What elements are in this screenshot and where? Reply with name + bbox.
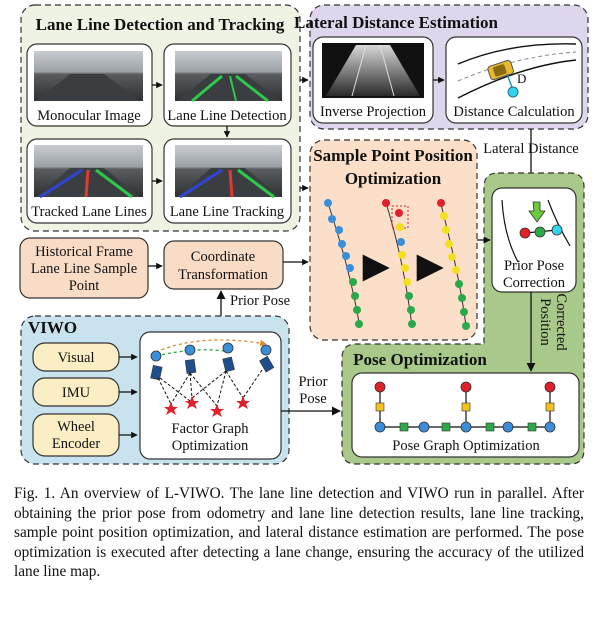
visual-node: Visual: [32, 342, 120, 372]
factor-graph-line2: Optimization: [172, 438, 249, 454]
wheel-encoder-node: Wheel Encoder: [32, 413, 120, 457]
tracked-lane-lines-label: Tracked Lane Lines: [31, 204, 147, 220]
sample-points-before: [324, 199, 363, 329]
historical-frame-line3: Point: [69, 278, 100, 294]
lateral-group-title: Lateral Distance Estimation: [294, 13, 499, 32]
lane-line-group-title: Lane Line Detection and Tracking: [36, 15, 285, 34]
factor-graph-line1: Factor Graph: [172, 421, 250, 437]
imu-label: IMU: [62, 385, 91, 401]
prior-pose-correction-node: Prior Pose Correction: [491, 187, 577, 293]
distance-marker-label: D: [517, 71, 526, 86]
camera-icon: [222, 342, 235, 373]
distance-calculation-label: Distance Calculation: [453, 104, 575, 120]
visual-label: Visual: [58, 350, 95, 366]
prior-pose-right-line2: Pose: [299, 391, 326, 407]
historical-frame-node: Historical Frame Lane Line Sample Point: [19, 237, 149, 299]
correction-arrow-icon: [528, 201, 546, 223]
pose-graph-label: Pose Graph Optimization: [392, 438, 540, 454]
corrected-position-label-line2: Position: [537, 298, 553, 346]
lane-line-detection-label: Lane Line Detection: [167, 108, 287, 124]
factor-graph-node: Factor Graph Optimization: [139, 331, 282, 460]
lane-line-tracking-label: Lane Line Tracking: [170, 204, 284, 220]
sample-group-title-line1: Sample Point Position: [313, 146, 473, 165]
wheel-encoder-line1: Wheel: [57, 419, 95, 435]
prior-pose-right-line1: Prior: [299, 374, 328, 390]
historical-frame-line2: Lane Line Sample: [31, 261, 137, 277]
wheel-encoder-line2: Encoder: [52, 436, 100, 452]
monocular-image-node: Monocular Image: [26, 43, 153, 127]
camera-icon: [150, 350, 163, 381]
sample-points-after: [437, 199, 470, 330]
lane-line-detection-node: Lane Line Detection: [163, 43, 292, 127]
prior-pose-up-label: Prior Pose: [230, 293, 290, 309]
sample-group-box: [309, 139, 478, 341]
camera-icon: [259, 344, 275, 373]
coordinate-transformation-line2: Transformation: [178, 267, 268, 283]
pose-group-title: Pose Optimization: [353, 350, 487, 369]
prior-pose-correction-line2: Correction: [503, 275, 566, 291]
camera-icon: [184, 344, 197, 374]
historical-frame-line1: Historical Frame: [35, 244, 133, 260]
inverse-projection-label: Inverse Projection: [320, 104, 427, 120]
distance-point: [507, 86, 519, 98]
lane-line-tracking-node: Lane Line Tracking: [163, 138, 292, 224]
viwo-group-title: VIWO: [28, 318, 77, 337]
observation-rays: [157, 369, 263, 407]
pose-graph-node: Pose Graph Optimization: [351, 372, 580, 458]
tracked-lane-lines-node: Tracked Lane Lines: [26, 138, 153, 224]
distance-calculation-node: D Distance Calculation: [445, 36, 583, 124]
corrected-position-label-line1: Corrected: [553, 293, 569, 351]
imu-node: IMU: [32, 377, 120, 407]
inverse-projection-node: Inverse Projection: [312, 36, 434, 124]
monocular-image-label: Monocular Image: [37, 108, 140, 124]
figure-caption: Fig. 1. An overview of L-VIWO. The lane …: [14, 485, 584, 581]
sample-point-group: Sample Point Position Optimization: [309, 139, 478, 341]
sample-group-title-line2: Optimization: [345, 169, 442, 188]
landmark-star-icons: [164, 396, 250, 417]
prior-pose-correction-line1: Prior Pose: [504, 258, 564, 274]
sample-points-middle: [382, 199, 416, 328]
coordinate-transformation-node: Coordinate Transformation: [163, 240, 284, 290]
coordinate-transformation-line1: Coordinate: [191, 249, 255, 265]
